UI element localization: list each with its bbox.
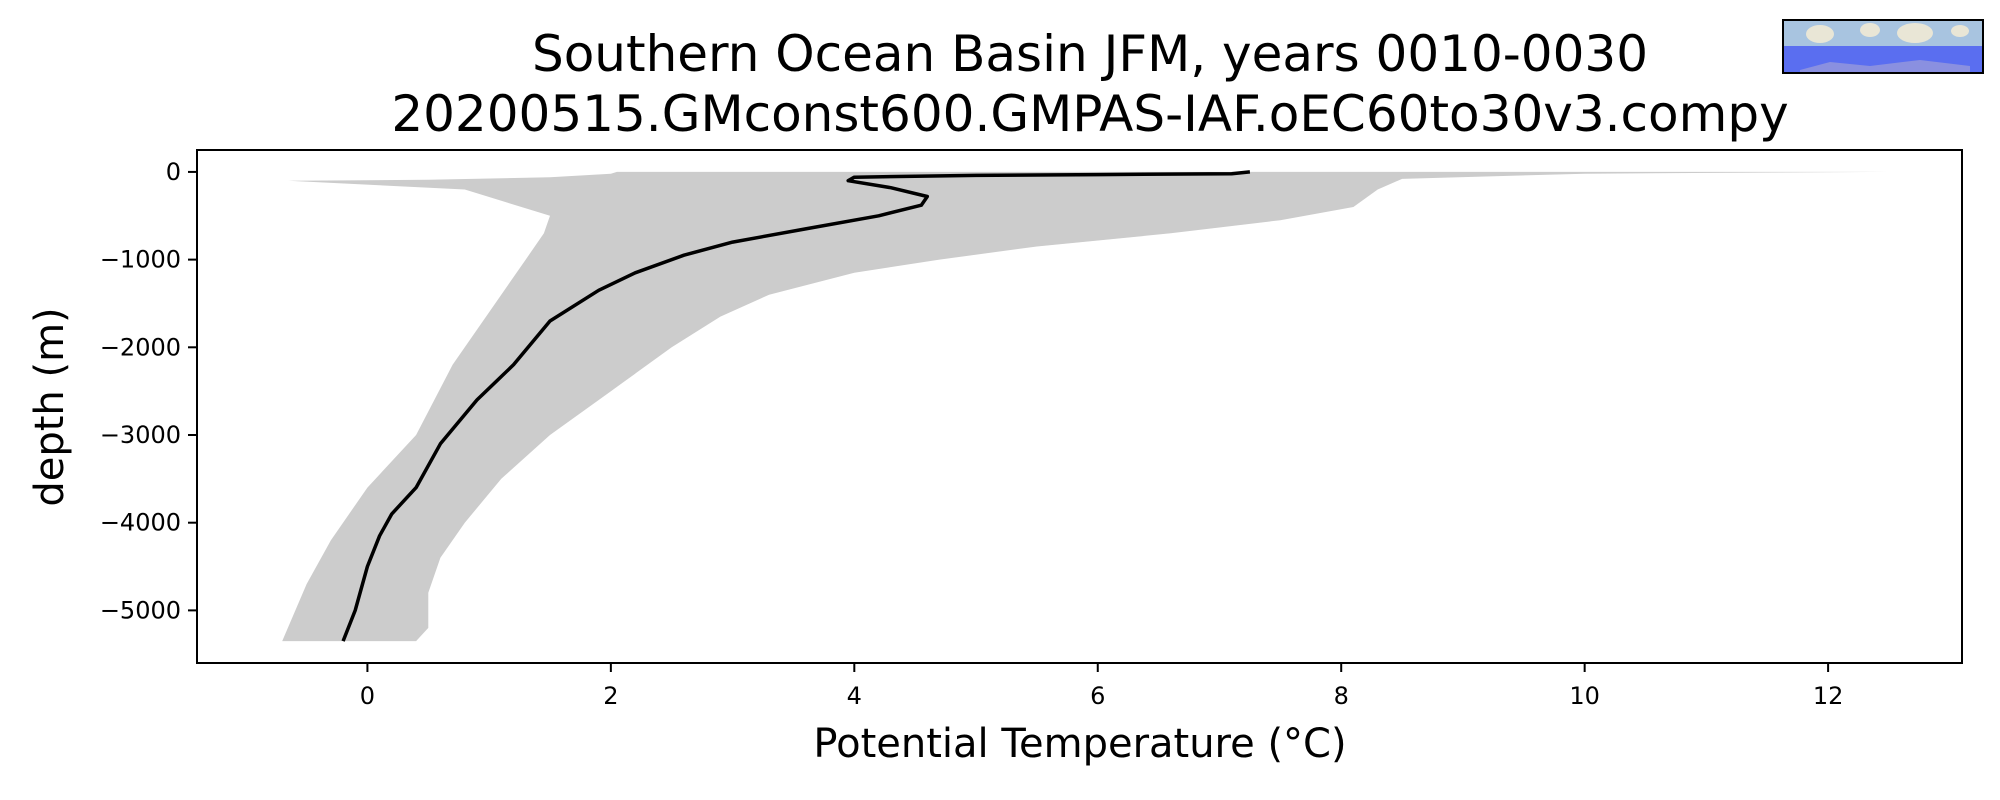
y-tick-label: −2000 [100, 333, 181, 361]
x-tick-label: 10 [1569, 682, 1600, 710]
y-axis-label: depth (m) [27, 307, 73, 506]
x-tick-label: 2 [603, 682, 618, 710]
x-tick-label: 0 [360, 682, 375, 710]
x-tick-label: 12 [1813, 682, 1844, 710]
y-tick-label: −5000 [100, 596, 181, 624]
y-tick-label: 0 [166, 158, 181, 186]
x-axis: 0 2 4 6 8 10 12 [360, 663, 1844, 710]
x-tick-label: 8 [1334, 682, 1349, 710]
plot-area [196, 149, 1963, 664]
temperature-range-band [282, 171, 1890, 642]
y-axis: 0 −1000 −2000 −3000 −4000 −5000 [100, 158, 197, 624]
y-tick-label: −1000 [100, 246, 181, 274]
x-axis-label: Potential Temperature (°C) [813, 721, 1346, 767]
chart-subtitle: 20200515.GMconst600.GMPAS-IAF.oEC60to30v… [391, 85, 1788, 143]
mean-temperature-profile [341, 170, 1251, 642]
y-tick-label: −3000 [100, 421, 181, 449]
chart-title: Southern Ocean Basin JFM, years 0010-003… [532, 25, 1648, 83]
x-tick-label: 6 [1090, 682, 1105, 710]
plot-frame [196, 149, 1963, 664]
x-tick-label: 4 [847, 682, 862, 710]
y-tick-label: −4000 [100, 509, 181, 537]
region-map-icon [1782, 19, 1984, 74]
